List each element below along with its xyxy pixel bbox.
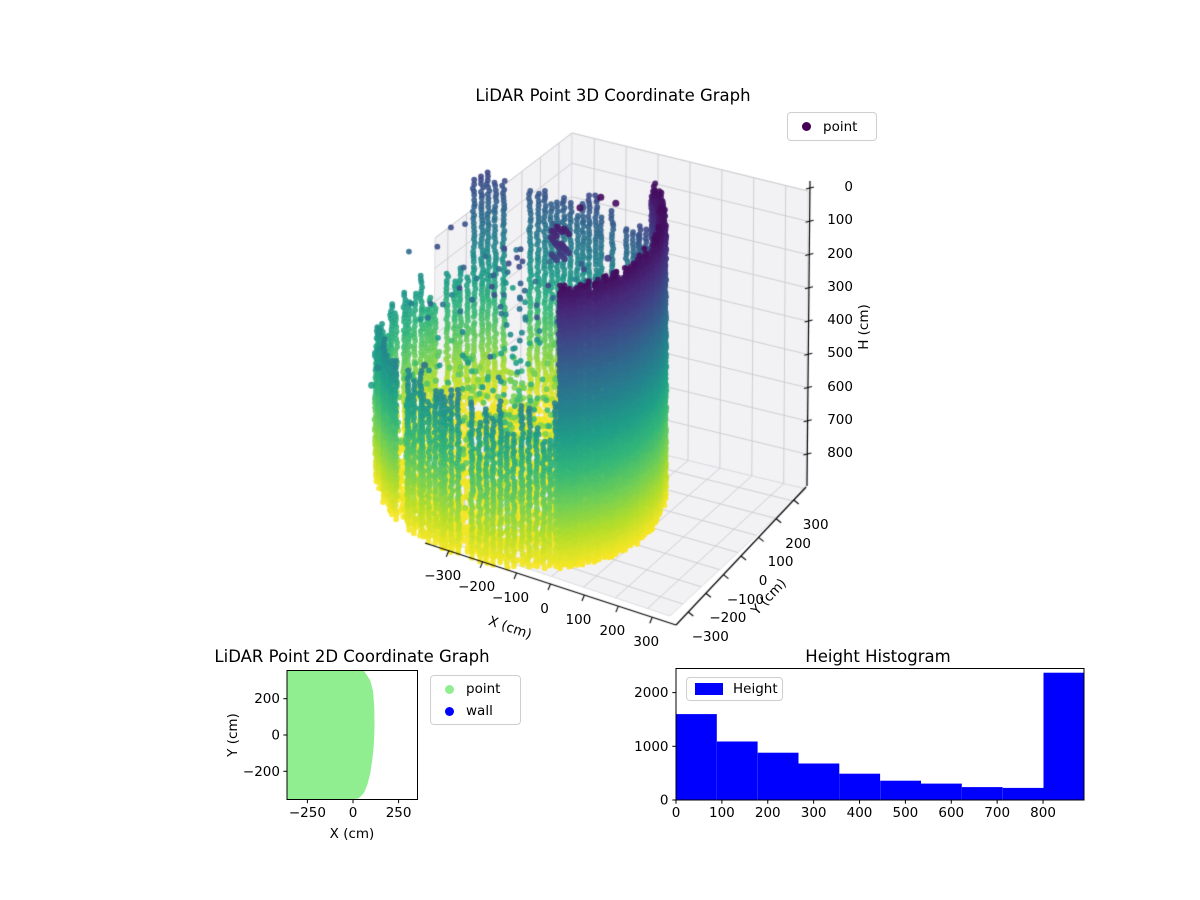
height-swatch-icon [695, 683, 723, 695]
hist-bar [1043, 672, 1085, 800]
tick-label: 2000 [634, 685, 668, 701]
hist-bar [798, 763, 840, 800]
legend-wall-label: wall [466, 703, 493, 719]
tick-label: −200 [458, 578, 496, 595]
point-marker-icon [445, 684, 454, 694]
plot3d-legend: point [787, 112, 877, 141]
hist-bar [961, 787, 1003, 800]
tick-label: 100 [767, 554, 794, 571]
tick-label: 200 [785, 535, 812, 552]
tick-label: 0 [758, 573, 768, 589]
tick-label: 250 [386, 805, 412, 821]
tick-label: −300 [424, 567, 462, 584]
point-blob [287, 670, 375, 800]
hist-bar [757, 752, 799, 800]
tick-label: 200 [599, 623, 626, 640]
legend-point-label: point [823, 118, 858, 135]
hist-title: Height Histogram [805, 647, 951, 666]
tick-label: 400 [847, 805, 873, 821]
hist-bar [880, 780, 921, 800]
tick-label: −250 [289, 805, 326, 821]
hist-bar [921, 783, 962, 800]
tick-label: 100 [565, 612, 592, 629]
tick-label: 800 [827, 445, 853, 461]
tick-label: −300 [691, 628, 729, 645]
tick-label: 0 [271, 728, 280, 744]
plot2d-title: LiDAR Point 2D Coordinate Graph [214, 647, 490, 666]
tick-label: −200 [243, 764, 280, 780]
tick-label: 300 [633, 634, 660, 651]
tick-label: 100 [827, 212, 853, 229]
tick-label: 200 [254, 691, 280, 707]
hist-legend: Height [686, 677, 783, 701]
hist-bar [1002, 787, 1044, 800]
tick-label: 800 [1030, 805, 1056, 821]
legend-row-wall: wall [431, 700, 520, 722]
tick-label: 200 [755, 805, 781, 821]
point-marker-icon [802, 122, 811, 131]
y-axis-label-2d: Y (cm) [225, 713, 241, 757]
hist-bar [839, 773, 881, 800]
legend-row-point: point [788, 113, 876, 140]
tick-label: 600 [938, 805, 964, 821]
tick-label: 100 [709, 805, 735, 821]
tick-label: 500 [893, 805, 919, 821]
tick-label: 0 [844, 179, 853, 195]
x-axis-label-2d: X (cm) [329, 826, 375, 842]
tick-label: 0 [540, 601, 549, 617]
tick-label: −100 [492, 589, 530, 606]
tick-label: 400 [827, 312, 853, 328]
wall-marker-icon [445, 706, 454, 716]
tick-label: 300 [802, 517, 829, 534]
tick-label: 0 [349, 805, 358, 821]
legend-row-point: point [431, 678, 520, 700]
h-axis-label-3d: H (cm) [856, 304, 872, 350]
tick-label: 500 [827, 345, 853, 362]
tick-label: 0 [672, 805, 681, 821]
plot3d-title: LiDAR Point 3D Coordinate Graph [475, 86, 751, 105]
legend-row-height: Height [687, 678, 782, 700]
hist-spines [675, 668, 1085, 801]
hist-bar [676, 714, 717, 800]
legend-point-label: point [466, 681, 501, 697]
plot2d-legend: point wall [430, 675, 521, 725]
tick-label: −200 [709, 610, 747, 627]
legend-height-label: Height [733, 681, 778, 697]
tick-label: 1000 [634, 739, 668, 755]
tick-label: 0 [660, 793, 669, 809]
tick-label: 300 [827, 278, 853, 295]
hist-bar [716, 741, 758, 800]
tick-label: 200 [827, 245, 853, 262]
tick-label: 300 [801, 805, 827, 821]
tick-label: 600 [827, 378, 853, 395]
tick-label: 700 [827, 411, 853, 428]
tick-label: −100 [726, 591, 764, 608]
tick-label: 700 [984, 805, 1010, 821]
